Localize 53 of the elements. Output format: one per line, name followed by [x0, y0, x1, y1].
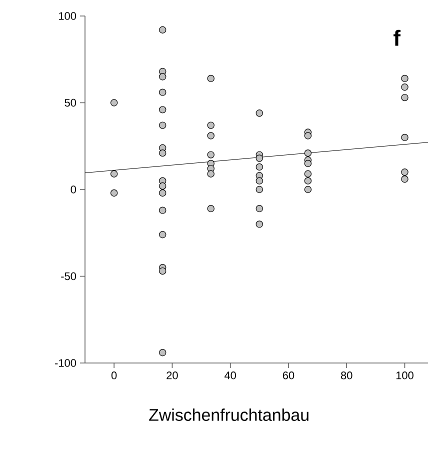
x-tick-label: 60: [282, 372, 294, 380]
point: [256, 220, 264, 228]
point: [207, 151, 214, 158]
y-tick-label: -100: [55, 359, 76, 367]
y-tick-label: 50: [64, 98, 76, 107]
point: [159, 182, 166, 190]
point: [110, 189, 118, 197]
point: [401, 168, 408, 176]
point: [401, 175, 408, 183]
point: [159, 231, 166, 238]
point: [401, 84, 408, 91]
point: [110, 99, 118, 106]
point: [207, 170, 214, 178]
x-tick-label: 40: [224, 372, 236, 380]
point: [256, 154, 264, 162]
point: [401, 74, 408, 82]
x-tick-label: 0: [111, 372, 117, 380]
point: [159, 149, 166, 157]
x-tick-label: 80: [340, 372, 352, 380]
point: [207, 204, 214, 212]
point: [256, 177, 264, 184]
point: [401, 94, 408, 102]
point: [159, 267, 166, 275]
point: [304, 177, 312, 184]
point: [159, 206, 166, 214]
x-tick-label: 20: [166, 372, 178, 380]
point: [401, 134, 408, 142]
point: [304, 160, 312, 168]
point: [110, 170, 118, 178]
point: [256, 163, 264, 171]
point: [159, 122, 166, 129]
point: [304, 149, 312, 157]
point: [159, 189, 166, 197]
point: [256, 186, 264, 194]
point: [207, 132, 214, 140]
annotation: f: [394, 30, 401, 46]
point: [304, 132, 312, 140]
x-tick-label: 100: [396, 372, 414, 380]
point: [159, 26, 166, 34]
y-tick-label: 100: [59, 12, 76, 20]
point: [207, 122, 214, 129]
point: [159, 73, 166, 80]
point: [207, 74, 214, 82]
y-tick-label: 0: [70, 186, 76, 194]
x-axis-title: Zwischenfruchtanbau: [149, 408, 308, 421]
y-tick-label: -50: [61, 272, 76, 280]
point: [159, 348, 166, 356]
point: [256, 204, 264, 212]
point: [159, 106, 166, 114]
point: [304, 186, 312, 194]
point: [159, 88, 166, 96]
point: [304, 170, 312, 178]
point: [256, 110, 264, 117]
